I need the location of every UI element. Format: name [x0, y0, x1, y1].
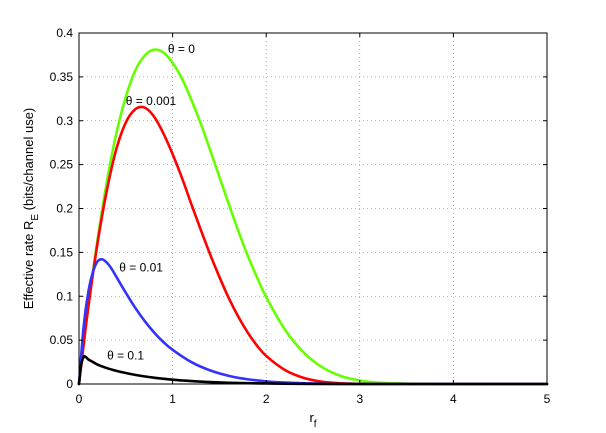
series-annotation: θ = 0.1: [107, 348, 144, 362]
plot-frame: [78, 32, 548, 385]
y-tick-label: 0.15: [50, 245, 74, 259]
annotations: θ = 0 θ = 0.001 θ = 0.01 θ = 0.1: [107, 42, 195, 362]
x-tick-label: 5: [544, 392, 551, 406]
x-axis-title-subscript: f: [314, 419, 317, 430]
x-tick-label: 1: [169, 392, 176, 406]
y-tick-label: 0: [66, 377, 73, 391]
y-tick-label: 0.2: [56, 202, 73, 216]
series-line: [77, 48, 549, 386]
series-annotation: θ = 0.01: [119, 261, 163, 275]
x-tick-label: 3: [356, 392, 363, 406]
y-tick-label: 0.35: [50, 70, 74, 84]
x-tick-label: 4: [450, 392, 457, 406]
series-line: [77, 257, 549, 386]
y-tick-label: 0.4: [56, 26, 73, 40]
series-annotation: θ = 0.001: [126, 94, 177, 108]
x-tick-label: 2: [263, 392, 270, 406]
series-annotation: θ = 0: [168, 42, 195, 56]
grid: [79, 33, 547, 384]
y-tick-label: 0.3: [56, 114, 73, 128]
y-axis-title-suffix: (bits/channel use): [21, 108, 36, 214]
series-line: [77, 105, 549, 386]
y-tick-label: 0.05: [50, 333, 74, 347]
x-axis-title: rf: [309, 410, 316, 430]
x-axis-title-main: r: [309, 410, 314, 425]
y-axis-title-subscript: E: [30, 214, 41, 221]
axis-ticks: 0 1 2 3 4 5 0 0.05 0.1 0.15 0.2 0.25 0.3 0.35 0.4: [50, 26, 551, 406]
y-axis-title: Effective rate RE (bits/channel use): [21, 108, 41, 310]
y-tick-label: 0.25: [50, 158, 74, 172]
x-tick-label: 0: [76, 392, 83, 406]
y-tick-label: 0.1: [56, 289, 73, 303]
y-axis-title-main: Effective rate R: [21, 221, 36, 310]
